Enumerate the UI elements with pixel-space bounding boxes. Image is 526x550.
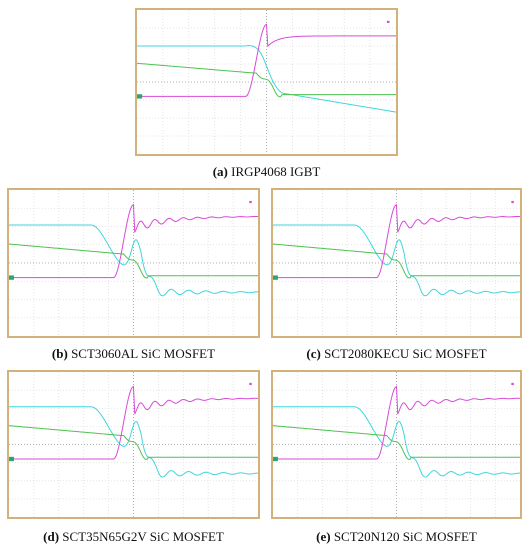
- trigger-marker: [511, 200, 514, 204]
- trigger-marker: [386, 20, 390, 23]
- ground-marker: [273, 275, 278, 280]
- caption-label: (d): [43, 529, 60, 544]
- caption: (d) SCT35N65G2V SiC MOSFET: [7, 529, 260, 545]
- ground-marker: [9, 456, 14, 462]
- waveform-magenta: [9, 387, 258, 460]
- waveform-magenta: [9, 205, 258, 278]
- waveform-green: [273, 426, 520, 460]
- waveform-cyan: [9, 225, 258, 296]
- caption: (b) SCT3060AL SiC MOSFET: [7, 346, 260, 362]
- caption-label: (c): [306, 346, 321, 361]
- scope-plot: [273, 190, 520, 336]
- trigger-marker: [249, 200, 252, 204]
- waveform-cyan: [273, 407, 520, 477]
- waveform-green: [137, 63, 396, 97]
- caption: (e) SCT20N120 SiC MOSFET: [271, 529, 522, 545]
- scope-plot: [273, 372, 520, 517]
- waveform-magenta: [137, 24, 396, 96]
- scope-plot: [137, 10, 396, 154]
- scope-screen: [7, 188, 260, 338]
- waveform-green: [9, 426, 258, 460]
- caption-text: SCT35N65G2V SiC MOSFET: [62, 529, 224, 544]
- scope-plot: [9, 372, 258, 517]
- caption-text: IRGP4068 IGBT: [231, 164, 321, 179]
- waveform-green: [9, 244, 258, 278]
- waveform-cyan: [137, 46, 396, 113]
- ground-marker: [9, 275, 14, 280]
- caption: (a) IRGP4068 IGBT: [135, 164, 398, 180]
- caption-label: (b): [51, 346, 68, 361]
- waveform-magenta: [273, 387, 520, 460]
- ground-marker: [273, 456, 278, 462]
- scope-screen: [135, 8, 398, 156]
- caption: (c) SCT2080KECU SiC MOSFET: [271, 346, 522, 362]
- caption-label: (a): [212, 164, 228, 179]
- trigger-marker: [511, 382, 514, 386]
- caption-text: SCT3060AL SiC MOSFET: [71, 346, 216, 361]
- scope-screen: [271, 188, 522, 338]
- caption-label: (e): [316, 529, 331, 544]
- scope-plot: [9, 190, 258, 336]
- waveform-cyan: [273, 225, 520, 296]
- scope-screen: [7, 370, 260, 519]
- waveform-magenta: [273, 205, 520, 278]
- ground-marker: [137, 94, 143, 99]
- trigger-marker: [249, 382, 252, 386]
- caption-text: SCT20N120 SiC MOSFET: [333, 529, 477, 544]
- scope-screen: [271, 370, 522, 519]
- caption-text: SCT2080KECU SiC MOSFET: [324, 346, 487, 361]
- waveform-green: [273, 244, 520, 278]
- waveform-cyan: [9, 407, 258, 477]
